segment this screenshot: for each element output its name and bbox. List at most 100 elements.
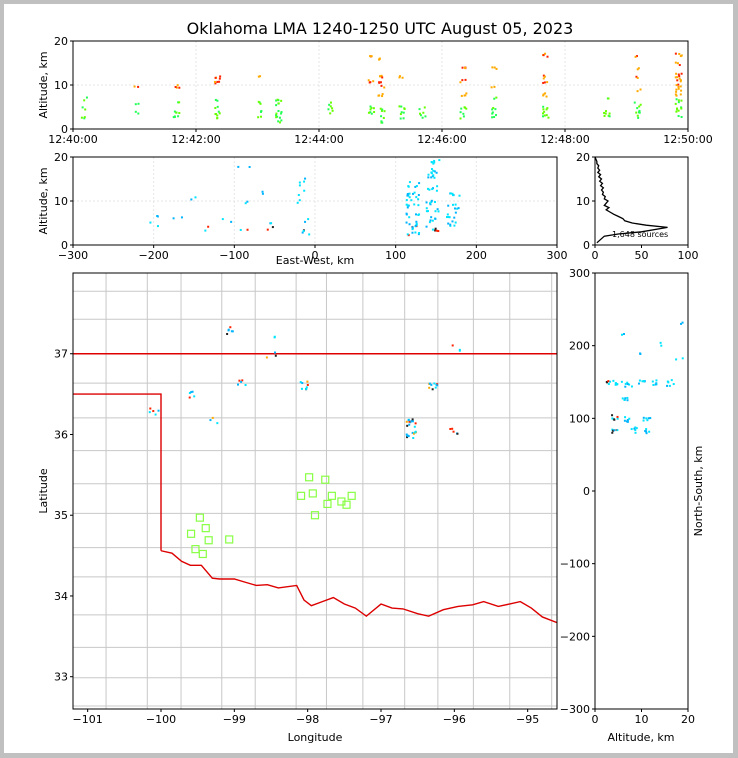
source-point (280, 111, 283, 114)
source-point (660, 344, 663, 347)
source-point (191, 390, 194, 393)
source-point (218, 80, 221, 83)
source-point (623, 398, 626, 401)
source-point (636, 107, 639, 110)
y-tick-label: −200 (560, 630, 590, 643)
source-point (301, 231, 304, 234)
source-point (670, 379, 673, 382)
source-point (636, 90, 639, 93)
source-point (411, 228, 414, 231)
source-point (373, 111, 376, 114)
plan-view-ticks: −101 −100 −99 −98 −97 −96 −95 33 34 35 36 37 (54, 348, 539, 726)
source-point (620, 380, 623, 383)
source-point (674, 61, 677, 64)
source-point (260, 110, 263, 113)
source-point (422, 111, 425, 114)
source-point (412, 432, 415, 435)
source-point (545, 95, 548, 98)
source-point (329, 105, 332, 108)
source-point (216, 105, 219, 108)
source-point (495, 96, 498, 99)
source-point (612, 418, 615, 421)
source-point (414, 185, 417, 188)
source-point (418, 182, 421, 185)
source-point (607, 97, 610, 100)
source-point (459, 81, 462, 84)
source-point (626, 381, 629, 384)
source-point (451, 220, 454, 223)
source-point (677, 83, 680, 86)
source-point (240, 380, 243, 383)
source-point (547, 116, 550, 119)
source-point (380, 84, 383, 87)
source-point (380, 120, 383, 123)
source-point (298, 184, 301, 187)
source-point (425, 210, 428, 213)
source-point (636, 68, 639, 71)
source-point (493, 116, 496, 119)
source-point (410, 199, 413, 202)
source-point (414, 422, 417, 425)
source-point (433, 170, 436, 173)
source-point (630, 385, 633, 388)
altitude-north-south-panel: 0 10 20 −300 −200 −100 0 100 200 300 Altitude, km… (560, 267, 705, 744)
source-point (398, 76, 401, 79)
source-point (543, 110, 546, 113)
source-point (453, 207, 456, 210)
source-point (381, 93, 384, 96)
source-point (677, 99, 680, 102)
source-point (239, 228, 242, 231)
source-point (647, 417, 650, 420)
source-point (411, 231, 414, 234)
station-marker (308, 489, 317, 498)
altitude-profile-line (594, 156, 668, 244)
source-point (216, 114, 219, 117)
source-point (278, 116, 281, 119)
x-tick-label: −100 (219, 249, 249, 262)
source-point (428, 188, 431, 191)
source-point (638, 109, 641, 112)
source-point (413, 203, 416, 206)
source-point (429, 203, 432, 206)
source-point (84, 108, 87, 111)
station-marker (201, 524, 210, 533)
source-point (409, 421, 412, 424)
y-tick-label: 10 (576, 195, 590, 208)
source-point (642, 416, 645, 419)
source-point (369, 105, 372, 108)
source-point (83, 117, 86, 120)
source-point (408, 423, 411, 426)
source-point (542, 94, 545, 97)
state-border (73, 353, 557, 624)
source-point (85, 96, 88, 99)
source-point (172, 217, 175, 220)
source-point (218, 112, 221, 115)
source-point (137, 112, 140, 115)
source-point (645, 428, 648, 431)
source-point (621, 397, 624, 400)
source-point (659, 341, 662, 344)
source-point (454, 203, 457, 206)
source-point (636, 114, 639, 117)
source-point (134, 103, 137, 106)
source-point (464, 66, 467, 69)
east-west-altitude-ticks: −300 −200 −100 0 100 200 300 0 10 20 (54, 151, 568, 262)
source-point (417, 233, 420, 236)
source-point (431, 228, 434, 231)
source-point (421, 116, 424, 119)
source-point (414, 430, 417, 433)
station-marker (296, 491, 306, 500)
source-point (427, 173, 430, 176)
source-point (675, 84, 678, 87)
east-west-altitude-xlabel: East-West, km (276, 254, 354, 267)
figure-frame: Oklahoma LMA 1240-1250 UTC August 05, 20… (4, 4, 733, 753)
x-tick-label: −97 (369, 713, 392, 726)
source-point (408, 192, 411, 195)
source-point (378, 81, 381, 84)
source-point (543, 75, 546, 78)
source-point (244, 202, 247, 205)
x-tick-label: 0 (592, 249, 599, 262)
source-point (493, 85, 496, 88)
y-tick-label: 10 (54, 79, 68, 92)
source-point (133, 85, 136, 88)
